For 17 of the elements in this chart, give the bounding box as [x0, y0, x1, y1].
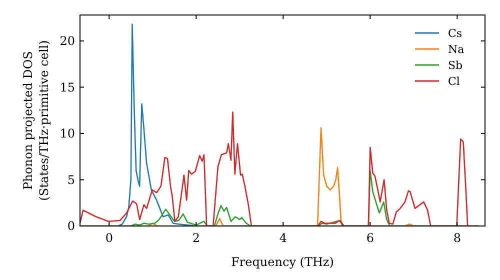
y-tick-label: 5 — [67, 172, 75, 187]
legend-label: Na — [448, 42, 465, 56]
legend-label: Cs — [448, 26, 462, 40]
y-tick-label: 20 — [60, 34, 75, 48]
x-tick-label: 8 — [453, 231, 461, 245]
x-tick-label: 0 — [105, 231, 113, 245]
legend-label: Cl — [448, 74, 460, 88]
x-tick-label: 2 — [192, 231, 200, 245]
y-tick-label: 0 — [67, 219, 75, 234]
legend-label: Sb — [448, 58, 463, 72]
y-tick-label: 10 — [60, 126, 75, 141]
x-axis-title: Frequency (THz) — [231, 255, 334, 269]
y-axis-title: Phonon projected DOS (States/THz·primitive cell) — [21, 40, 51, 201]
y-tick-label: 15 — [60, 80, 75, 94]
x-tick-label: 4 — [279, 231, 288, 245]
line-series — [80, 112, 468, 226]
x-tick-label: 6 — [366, 231, 374, 245]
